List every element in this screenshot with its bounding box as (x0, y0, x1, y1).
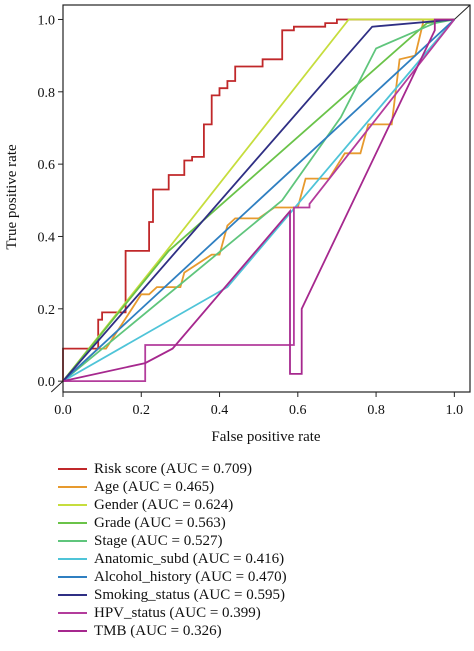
roc-curves (62, 18, 456, 383)
legend-item: Grade (AUC = 0.563) (58, 514, 458, 532)
legend-item: TMB (AUC = 0.326) (58, 622, 458, 640)
y-tick-label: 0.8 (38, 86, 56, 101)
y-tick-label: 0.0 (38, 375, 56, 390)
legend-swatch (58, 576, 87, 578)
series-line-hpv-status (63, 18, 456, 383)
series-line-tmb (62, 18, 455, 382)
legend-item: Gender (AUC = 0.624) (58, 496, 458, 514)
legend-label: Risk score (AUC = 0.709) (94, 461, 253, 477)
x-tick-label: 0.8 (367, 403, 385, 418)
legend-item: Risk score (AUC = 0.709) (58, 460, 458, 478)
x-axis: 0.0 0.2 0.4 0.6 0.8 1.0 (54, 392, 463, 418)
x-tick-label: 0.2 (133, 403, 151, 418)
legend-swatch (58, 504, 87, 506)
x-tick-label: 0.6 (289, 403, 307, 418)
legend-item: Age (AUC = 0.465) (58, 478, 458, 496)
y-tick-label: 0.6 (38, 158, 56, 173)
legend-label: TMB (AUC = 0.326) (94, 623, 222, 639)
legend-swatch (58, 522, 87, 524)
legend-label: Anatomic_subd (AUC = 0.416) (94, 551, 285, 567)
series-line-age (62, 18, 455, 382)
legend-label: Stage (AUC = 0.527) (94, 533, 223, 549)
legend-item: Stage (AUC = 0.527) (58, 532, 458, 550)
legend-label: Grade (AUC = 0.563) (94, 515, 226, 531)
legend-label: Age (AUC = 0.465) (94, 479, 215, 495)
x-tick-label: 0.0 (54, 403, 72, 418)
plot-frame (62, 4, 471, 393)
x-tick-label: 1.0 (446, 403, 464, 418)
legend-label: HPV_status (AUC = 0.399) (94, 605, 261, 621)
legend-label: Gender (AUC = 0.624) (94, 497, 234, 513)
legend-label: Alcohol_history (AUC = 0.470) (94, 569, 287, 585)
legend-item: Alcohol_history (AUC = 0.470) (58, 568, 458, 586)
y-axis: 0.0 0.2 0.4 0.6 0.8 1.0 (38, 13, 63, 390)
legend-swatch (58, 468, 87, 470)
series-line-stage (62, 18, 455, 382)
legend-item: HPV_status (AUC = 0.399) (58, 604, 458, 622)
series-line-smoking-status (62, 18, 455, 382)
series-line-anatomic-subd (62, 18, 455, 382)
legend-item: Smoking_status (AUC = 0.595) (58, 586, 458, 604)
series-line-risk-score (62, 18, 455, 382)
legend-swatch (58, 630, 87, 632)
x-tick-label: 0.4 (211, 403, 229, 418)
legend-swatch (58, 594, 87, 596)
legend: Risk score (AUC = 0.709) Age (AUC = 0.465… (58, 460, 458, 640)
legend-swatch (58, 612, 87, 614)
y-tick-label: 0.4 (38, 230, 56, 245)
legend-item: Anatomic_subd (AUC = 0.416) (58, 550, 458, 568)
legend-swatch (58, 558, 87, 560)
y-tick-label: 1.0 (38, 13, 56, 28)
legend-swatch (58, 486, 87, 488)
legend-swatch (58, 540, 87, 542)
x-axis-title: False positive rate (211, 429, 320, 445)
y-axis-title: True positive rate (4, 144, 20, 250)
series-line-alcohol-history (62, 18, 455, 382)
y-tick-label: 0.2 (38, 303, 56, 318)
legend-label: Smoking_status (AUC = 0.595) (94, 587, 285, 603)
